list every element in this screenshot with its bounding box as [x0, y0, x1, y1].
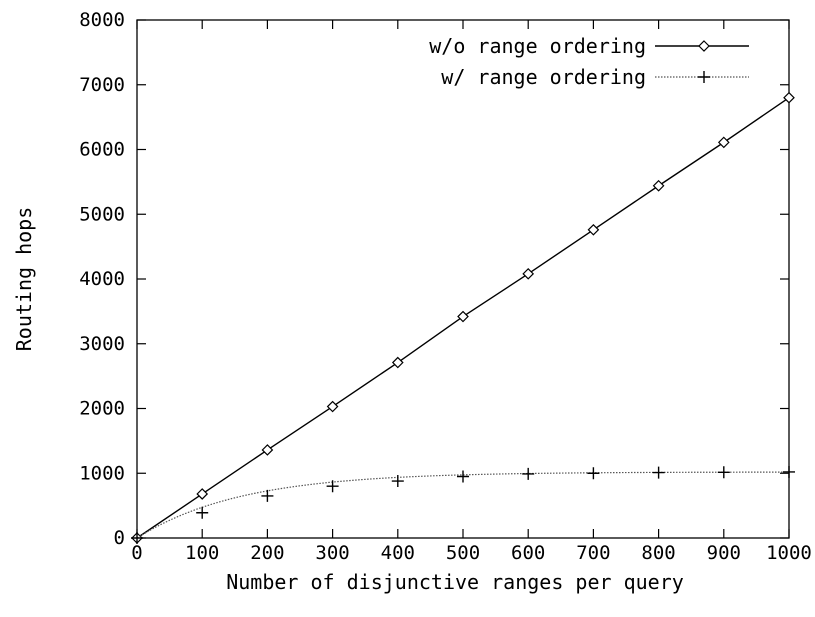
series-line — [136, 471, 790, 539]
series — [131, 465, 795, 544]
x-tick-label: 1000 — [766, 542, 812, 564]
plus-marker — [587, 467, 600, 480]
x-tick-label: 700 — [576, 542, 610, 564]
diamond-marker — [783, 91, 795, 104]
x-tick-label: 900 — [707, 542, 741, 564]
y-tick-label: 7000 — [79, 74, 125, 96]
legend: w/o range ordering w/ range ordering — [429, 34, 749, 89]
y-tick-label: 5000 — [79, 203, 125, 225]
diamond-marker — [391, 356, 404, 369]
y-tick-label: 6000 — [79, 139, 125, 161]
plus-marker — [717, 466, 730, 479]
plus-marker — [131, 532, 143, 544]
plus-marker — [196, 506, 209, 519]
plus-marker — [391, 475, 404, 488]
diamond-marker — [457, 310, 469, 323]
diamond-marker — [698, 40, 710, 52]
plus-marker — [652, 466, 665, 479]
y-tick-label: 3000 — [79, 333, 125, 355]
y-tick-label: 1000 — [79, 462, 125, 484]
series — [131, 91, 795, 544]
x-tick-label: 400 — [381, 542, 415, 564]
y-axis-title: Routing hops — [12, 207, 36, 352]
diamond-marker — [522, 267, 535, 280]
x-tick-label: 500 — [446, 542, 480, 564]
plus-marker — [522, 467, 535, 480]
plus-marker — [261, 489, 274, 502]
x-tick-label: 0 — [131, 542, 142, 564]
y-tick-label: 4000 — [79, 268, 125, 290]
y-axis: 0 1000 2000 3000 4000 5000 6000 7000 8000 — [79, 9, 789, 549]
x-tick-label: 300 — [315, 542, 349, 564]
legend-label: w/ range ordering — [441, 65, 646, 89]
plus-marker — [326, 480, 339, 493]
y-tick-label: 8000 — [79, 9, 125, 31]
plot-frame — [136, 19, 790, 539]
plus-marker — [698, 71, 710, 83]
y-tick-label: 0 — [114, 527, 125, 549]
plus-marker — [783, 465, 795, 478]
diamond-marker — [652, 179, 665, 192]
x-tick-label: 800 — [641, 542, 675, 564]
x-tick-label: 100 — [185, 542, 219, 564]
diamond-marker — [587, 223, 600, 236]
x-axis: 0 100 200 300 400 500 600 700 800 900 1000 — [131, 20, 812, 564]
x-tick-label: 600 — [511, 542, 545, 564]
x-axis-title: Number of disjunctive ranges per query — [226, 570, 684, 594]
diamond-marker — [261, 444, 274, 456]
y-tick-label: 2000 — [79, 398, 125, 420]
x-tick-label: 200 — [250, 542, 284, 564]
legend-label: w/o range ordering — [429, 34, 646, 58]
series-layer — [131, 91, 795, 544]
diamond-marker — [717, 136, 730, 149]
diamond-marker — [196, 488, 209, 500]
diamond-marker — [326, 400, 339, 413]
plus-marker — [457, 470, 469, 483]
